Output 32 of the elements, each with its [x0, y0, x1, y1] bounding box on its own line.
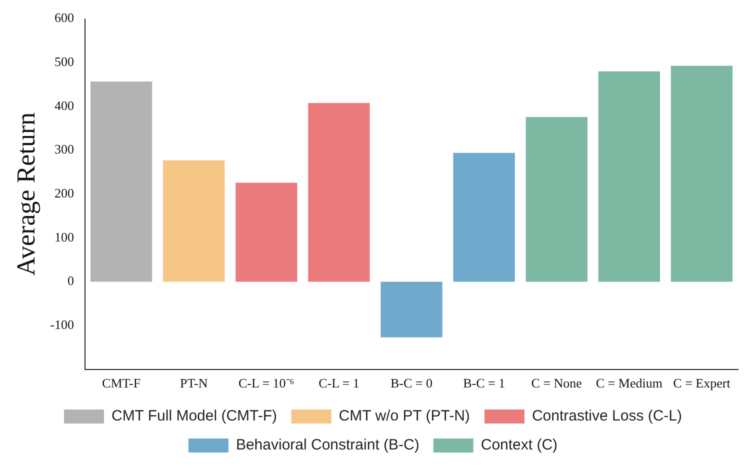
legend-label: CMT w/o PT (PT-N)	[338, 408, 470, 425]
bar	[598, 71, 660, 282]
y-tick-label: 100	[54, 229, 74, 244]
x-tick-label: B-C = 0	[390, 376, 433, 391]
x-tick-label: C = None	[531, 376, 582, 391]
y-tick-label: 500	[54, 54, 74, 70]
y-tick-label: -100	[50, 316, 74, 332]
x-tick-label: C = Medium	[596, 376, 662, 391]
bar	[308, 102, 370, 282]
y-tick-label: 200	[54, 186, 74, 201]
legend-label: Contrastive Loss (C-L)	[532, 408, 682, 425]
x-tick-label: CMT-F	[102, 376, 141, 391]
bar	[453, 152, 515, 282]
bar	[670, 66, 733, 282]
bar	[380, 282, 442, 338]
y-tick-label: 0	[68, 273, 74, 288]
bar	[163, 160, 225, 282]
bar	[90, 81, 152, 282]
legend-label: Behavioral Constraint (B-C)	[236, 436, 420, 454]
bar	[526, 116, 588, 282]
x-tick-label: PT-N	[180, 376, 208, 391]
x-tick-label: C = Expert	[673, 376, 731, 391]
legend-label: Context (C)	[480, 436, 558, 454]
y-tick-label: 400	[54, 98, 74, 113]
x-tick-label: C-L = 10⁻⁶	[238, 376, 294, 391]
legend-label: CMT Full Model (CMT-F)	[111, 408, 278, 425]
y-tick-label: 300	[54, 142, 74, 157]
x-tick-label: C-L = 1	[318, 376, 360, 391]
y-axis-title: Average Return	[11, 112, 40, 276]
y-tick-label: 600	[54, 10, 74, 26]
bar	[236, 182, 298, 282]
x-tick-label: B-C = 1	[463, 376, 506, 391]
